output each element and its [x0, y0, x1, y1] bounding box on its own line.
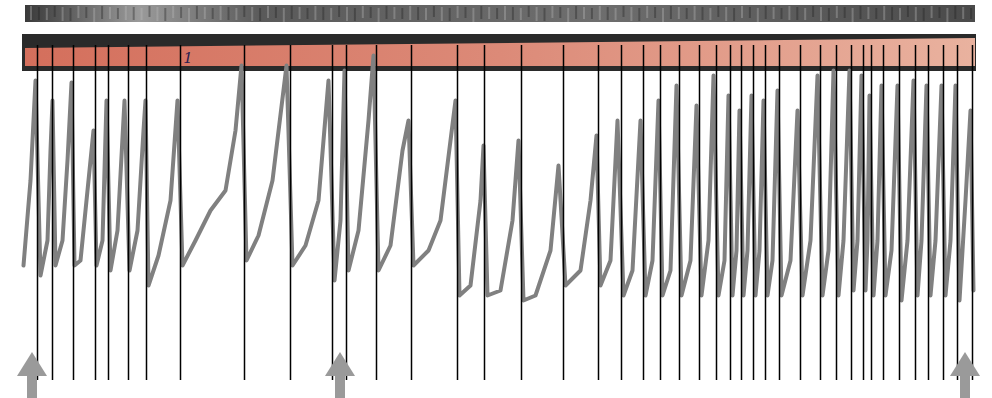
svg-text:1: 1 — [183, 49, 193, 67]
